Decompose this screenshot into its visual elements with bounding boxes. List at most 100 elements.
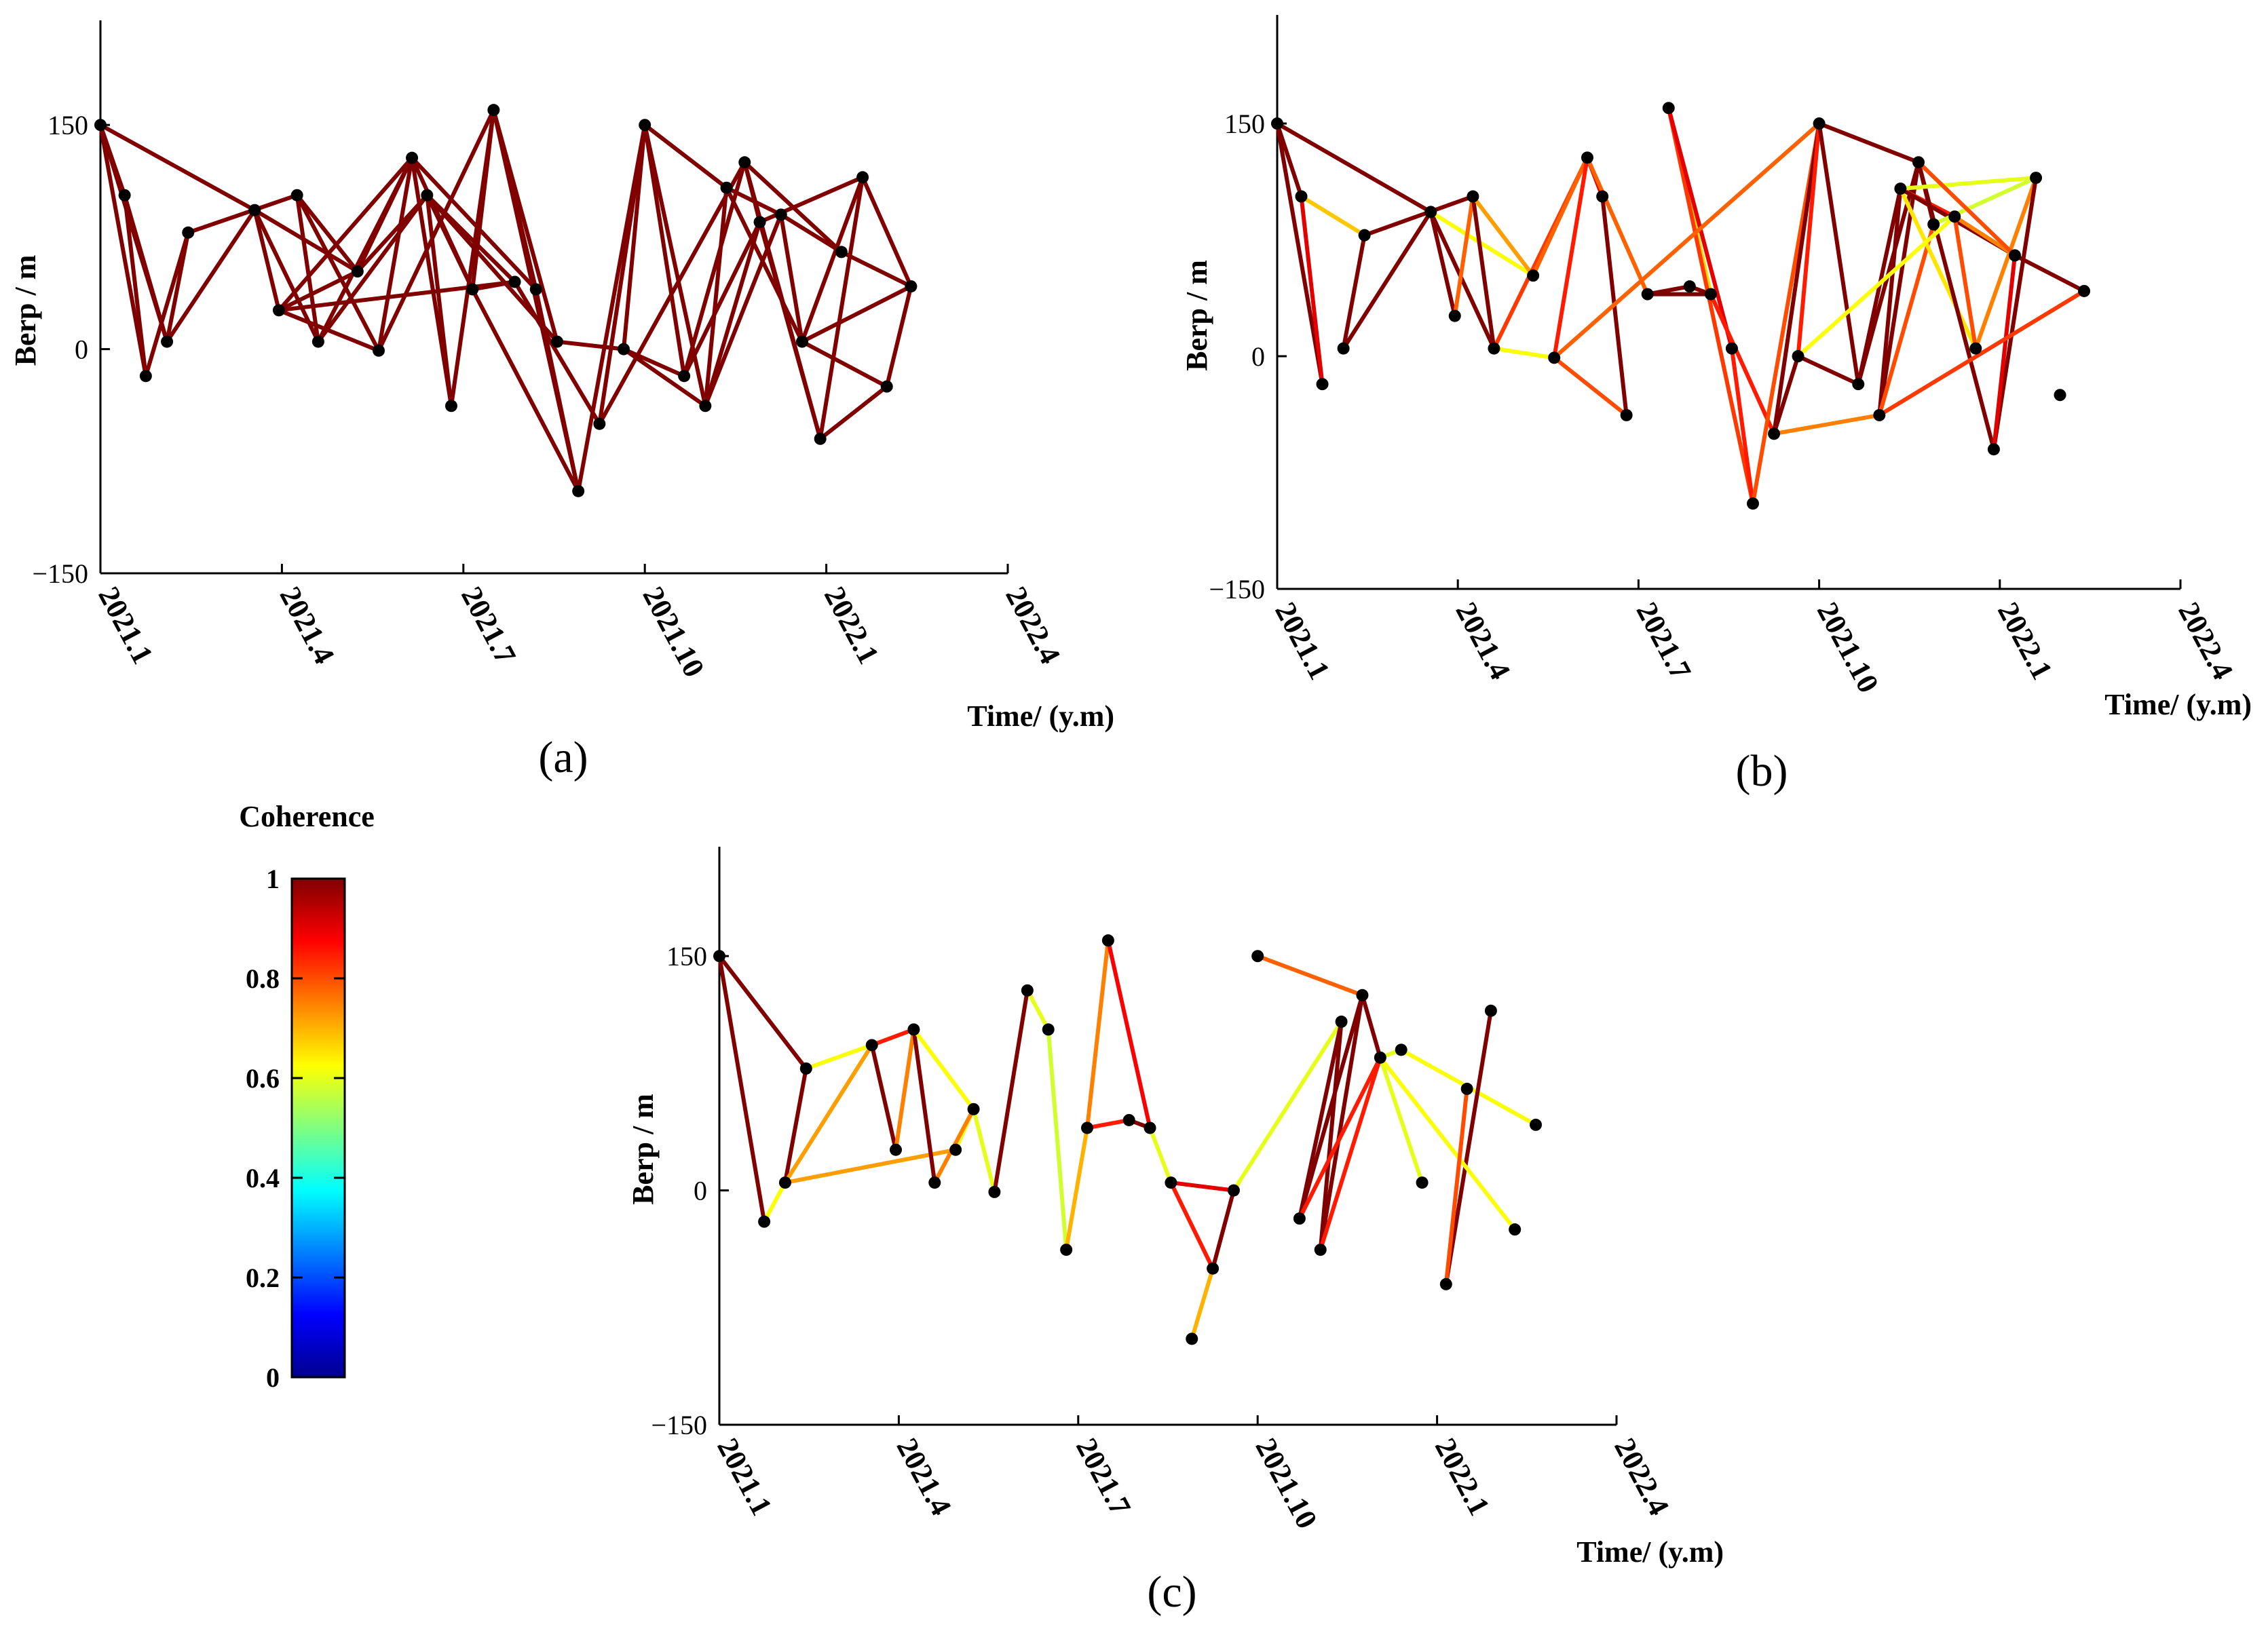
interferogram-edge xyxy=(1318,1019,1344,1252)
interferogram-edge xyxy=(1275,121,1433,214)
acquisition-node xyxy=(445,400,457,412)
acquisition-node xyxy=(1271,117,1283,130)
y-tick-label: 150 xyxy=(48,110,88,140)
acquisition-node xyxy=(290,189,303,202)
acquisition-node xyxy=(182,226,195,239)
interferogram-edge xyxy=(98,123,170,344)
acquisition-node xyxy=(1335,1015,1348,1028)
acquisition-node xyxy=(1873,408,1886,421)
interferogram-edge xyxy=(1877,288,2087,417)
y-tick-label: 0 xyxy=(694,1176,707,1206)
x-tick-label: 2022.4 xyxy=(1608,1433,1676,1521)
interferogram-edge xyxy=(1877,187,1903,417)
acquisition-node xyxy=(2078,284,2091,297)
interferogram-edge xyxy=(1452,194,1475,318)
interferogram-edge xyxy=(799,284,913,344)
acquisition-node xyxy=(889,1143,902,1156)
acquisition-node xyxy=(311,335,324,348)
acquisition-node xyxy=(778,1176,791,1189)
interferogram-edge xyxy=(1169,1181,1236,1193)
panel-label: (a) xyxy=(538,733,588,782)
acquisition-node xyxy=(1021,984,1034,997)
interferogram-edge xyxy=(143,230,191,379)
interferogram-edge xyxy=(1952,214,2017,258)
acquisition-node xyxy=(572,484,585,497)
acquisition-node xyxy=(1314,1244,1327,1256)
x-tick-label: 2021.7 xyxy=(1070,1433,1137,1521)
interferogram-edge xyxy=(377,155,415,353)
interferogram-edge xyxy=(1666,106,1755,506)
interferogram-edge xyxy=(682,160,747,379)
interferogram-edge xyxy=(757,220,823,441)
interferogram-edge xyxy=(122,193,148,379)
interferogram-edge xyxy=(1085,938,1110,1130)
interferogram-edge xyxy=(782,1043,874,1185)
interferogram-edge xyxy=(971,1107,997,1194)
acquisition-node xyxy=(907,1023,920,1036)
interferogram-edge xyxy=(703,185,729,408)
colorbar-title: Coherence xyxy=(239,800,375,833)
acquisition-node xyxy=(1227,1184,1240,1197)
x-tick-label: 2021.10 xyxy=(1249,1433,1323,1534)
interferogram-edge xyxy=(1190,1266,1215,1341)
acquisition-node xyxy=(1356,989,1369,1001)
acquisition-node xyxy=(1416,1176,1429,1189)
interferogram-edge xyxy=(470,280,517,292)
panel-label: (c) xyxy=(1147,1567,1196,1617)
interferogram-edge xyxy=(643,123,708,408)
acquisition-node xyxy=(1101,934,1114,947)
acquisition-node xyxy=(1596,190,1609,203)
colorbar-tick-label: 0.4 xyxy=(246,1163,280,1193)
interferogram-edge xyxy=(1531,155,1589,278)
acquisition-node xyxy=(949,1143,962,1156)
acquisition-node xyxy=(1768,427,1781,440)
interferogram-edge xyxy=(869,1027,916,1048)
interferogram-edge xyxy=(724,185,804,344)
interferogram-edge xyxy=(778,212,804,344)
interferogram-edge xyxy=(1898,176,2039,191)
interferogram-edge xyxy=(717,954,767,1224)
x-axis-label: Time/ (y.m) xyxy=(967,699,1114,733)
y-tick-label: −150 xyxy=(1209,574,1265,605)
interferogram-edge xyxy=(861,175,913,289)
interferogram-edge xyxy=(1729,346,1755,506)
acquisition-node xyxy=(508,275,521,288)
acquisition-node xyxy=(593,417,606,430)
interferogram-edge xyxy=(1772,354,1800,436)
interferogram-edge xyxy=(1973,176,2039,351)
acquisition-node xyxy=(406,151,419,164)
acquisition-node xyxy=(1792,350,1804,363)
acquisition-node xyxy=(1620,408,1633,421)
acquisition-node xyxy=(1042,1023,1055,1036)
interferogram-edge xyxy=(1297,1055,1382,1221)
interferogram-edge xyxy=(1297,1019,1344,1221)
interferogram-edge xyxy=(778,212,844,254)
acquisition-node xyxy=(753,216,766,229)
interferogram-edge xyxy=(799,175,865,344)
acquisition-node xyxy=(550,335,563,348)
interferogram-edge xyxy=(1299,194,1367,237)
acquisition-node xyxy=(1060,1244,1073,1256)
acquisition-node xyxy=(758,1215,771,1228)
acquisition-node xyxy=(988,1185,1001,1198)
interferogram-edge xyxy=(295,193,381,353)
interferogram-edge xyxy=(252,208,360,274)
acquisition-node xyxy=(1395,1043,1407,1056)
acquisition-node xyxy=(1813,117,1826,130)
x-tick-label: 2021.10 xyxy=(1811,597,1885,698)
interferogram-edge xyxy=(1708,292,1777,436)
acquisition-node xyxy=(2054,389,2066,402)
acquisition-node xyxy=(1293,1212,1306,1225)
interferogram-edge xyxy=(1916,160,2017,258)
acquisition-node xyxy=(1969,342,1982,355)
acquisition-node xyxy=(738,156,751,169)
y-axis-label: Berp / m xyxy=(626,1094,660,1205)
interferogram-edge xyxy=(470,108,496,292)
interferogram-edge xyxy=(839,250,913,289)
acquisition-node xyxy=(639,119,651,132)
acquisition-node xyxy=(774,208,787,221)
acquisition-node xyxy=(1337,342,1350,355)
acquisition-node xyxy=(272,304,285,317)
interferogram-edge xyxy=(1796,354,1861,387)
